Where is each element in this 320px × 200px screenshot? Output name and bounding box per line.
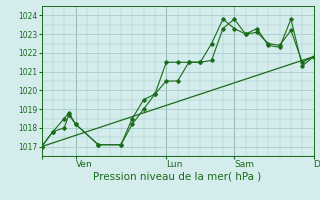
X-axis label: Pression niveau de la mer( hPa ): Pression niveau de la mer( hPa ) xyxy=(93,172,262,182)
